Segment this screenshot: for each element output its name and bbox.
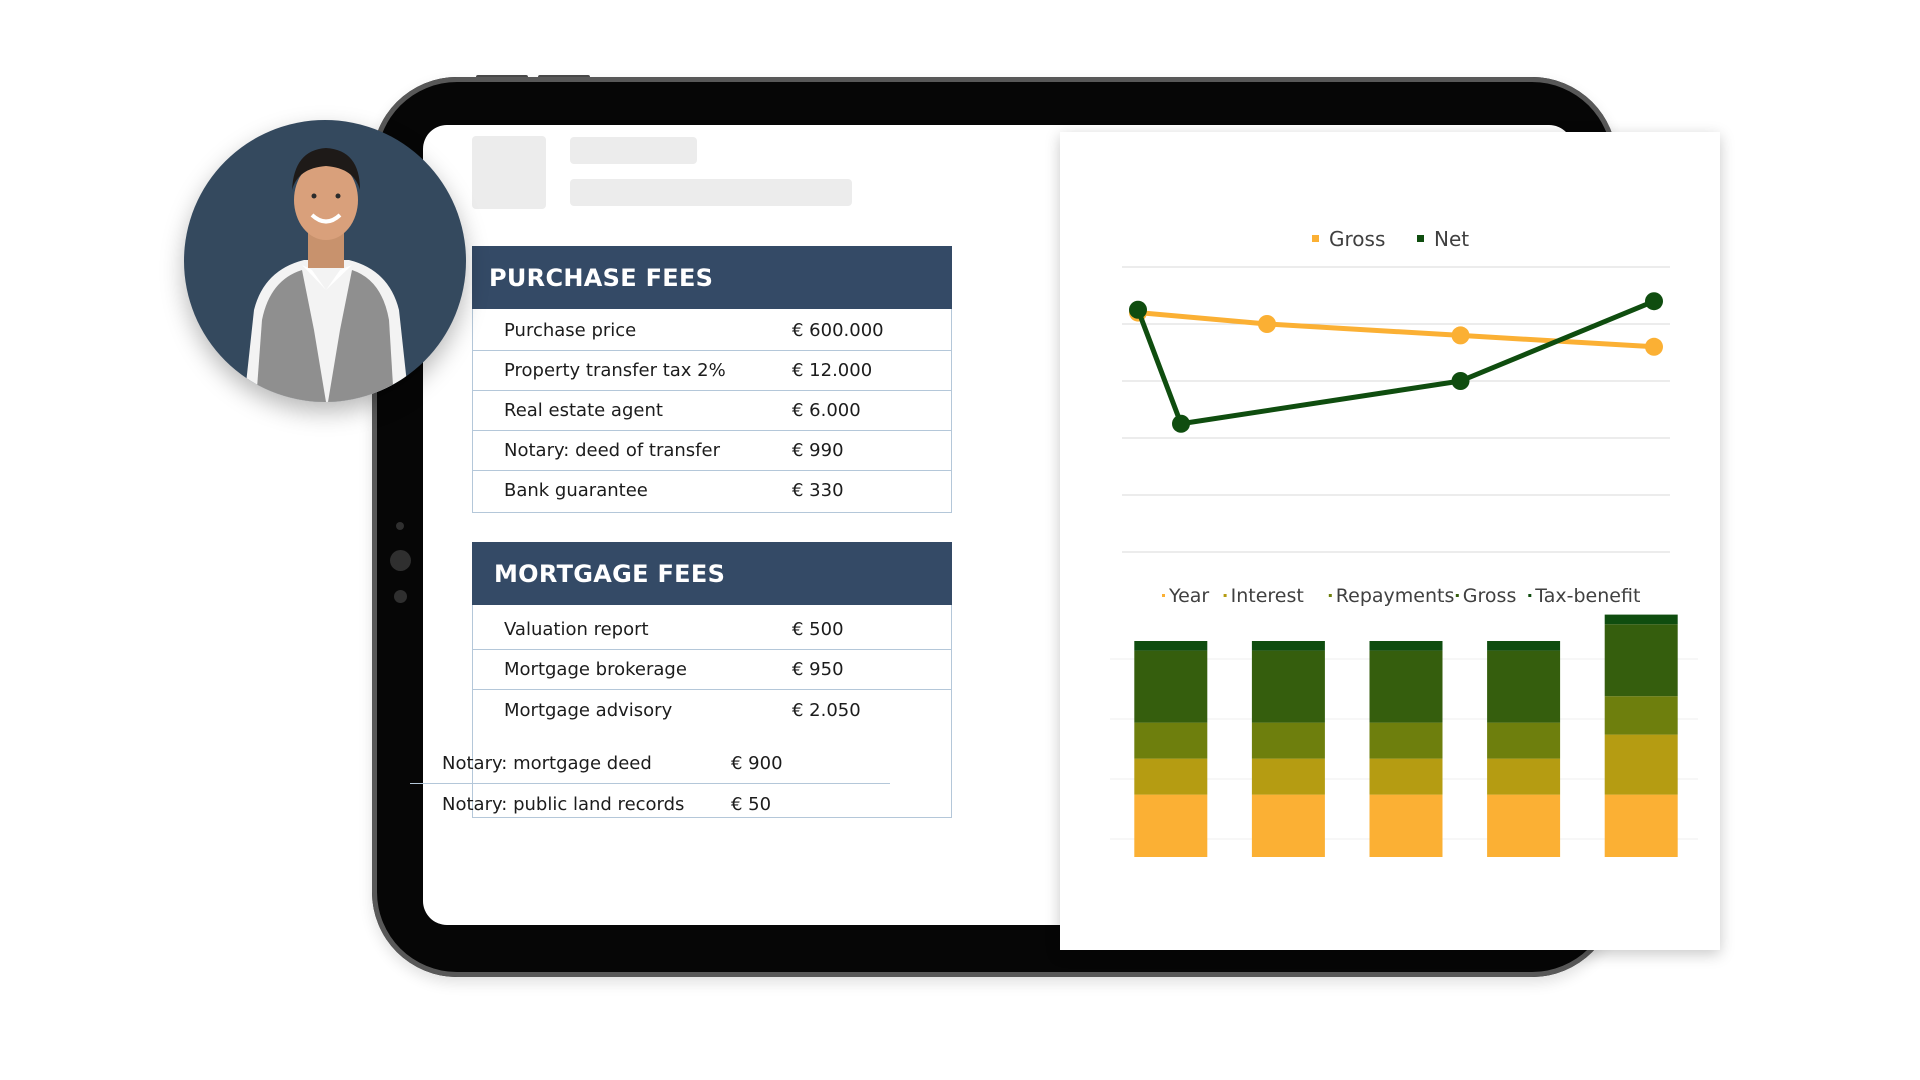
legend-swatch — [1528, 594, 1532, 597]
mortgage-fees-header: MORTGAGE FEES — [472, 542, 952, 605]
advisor-avatar — [184, 120, 466, 402]
legend-label: Tax-benefit — [1534, 585, 1640, 607]
series-line — [1137, 310, 1655, 350]
table-row: Notary: deed of transfer € 990 — [473, 431, 951, 471]
legend-label: Gross — [1463, 585, 1517, 607]
data-point — [1172, 414, 1190, 433]
fee-label: Bank guarantee — [504, 480, 648, 501]
fee-value: € 500 — [792, 619, 844, 640]
table-row-value: € 50 — [731, 794, 771, 815]
table-row: Mortgage brokerage € 950 — [473, 650, 951, 690]
legend-label: Interest — [1231, 585, 1304, 607]
legend-label: Net — [1434, 227, 1469, 251]
fee-label: Notary: mortgage deed — [442, 753, 652, 774]
bar-segment — [1604, 734, 1678, 795]
table-row: Bank guarantee € 330 — [473, 471, 951, 511]
legend-label: Gross — [1329, 227, 1385, 251]
bar-segment — [1604, 614, 1678, 625]
series-line — [1135, 298, 1655, 427]
bar-segment — [1604, 624, 1678, 697]
table-row: Purchase price € 600.000 — [473, 311, 951, 351]
tablet-sensor-dot — [394, 590, 407, 603]
bar-segment — [1369, 794, 1443, 857]
table-row: Notary: mortgage deed — [442, 753, 652, 774]
bar-segment — [1487, 722, 1561, 759]
legend-swatch — [1455, 594, 1459, 597]
fee-value: € 600.000 — [792, 320, 884, 341]
data-point — [1451, 372, 1470, 390]
bar-segment — [1369, 641, 1443, 651]
bar-segment — [1487, 650, 1561, 723]
fee-label: Notary: deed of transfer — [504, 440, 720, 461]
legend-swatch — [1162, 594, 1165, 597]
legend-swatch — [1312, 235, 1319, 242]
bar-segment — [1487, 794, 1561, 857]
fee-label: Purchase price — [504, 320, 637, 341]
fee-value: € 330 — [792, 480, 844, 501]
charts-svg: Gross Net Year Interest Repayments Gross Tax-b… — [1110, 227, 1698, 857]
fee-value: € 12.000 — [792, 360, 873, 381]
bar-segment — [1251, 722, 1325, 759]
table-row: Valuation report € 500 — [473, 610, 951, 650]
fee-value: € 990 — [792, 440, 844, 461]
bar-segment — [1369, 722, 1443, 759]
mortgage-fees-table: Valuation report € 500 Mortgage brokerag… — [472, 605, 952, 818]
legend-label: Year — [1168, 585, 1209, 607]
row-divider — [410, 783, 890, 784]
fee-value: € 900 — [731, 753, 783, 774]
fee-label: Mortgage advisory — [504, 700, 673, 721]
fee-value: € 950 — [792, 659, 844, 680]
fee-label: Valuation report — [504, 619, 649, 640]
purchase-fees-table: Purchase price € 600.000 Property transf… — [472, 309, 952, 513]
table-row: Notary: public land records — [442, 794, 684, 815]
bar-segment — [1369, 758, 1443, 795]
fee-value: € 6.000 — [792, 400, 861, 421]
bar-segment — [1604, 696, 1678, 735]
table-row: Mortgage advisory € 2.050 — [473, 691, 951, 731]
legend-swatch — [1223, 594, 1227, 597]
bar-segment — [1134, 794, 1208, 857]
bar-segment — [1134, 641, 1208, 651]
bar-segment — [1251, 794, 1325, 857]
bar-segment — [1134, 722, 1208, 759]
chart-panel: Gross Net Year Interest Repayments Gross Tax-b… — [1060, 132, 1720, 950]
legend-swatch — [1417, 235, 1424, 242]
table-row: Property transfer tax 2% € 12.000 — [473, 351, 951, 391]
data-point — [1645, 337, 1663, 356]
tablet-sensor-dot — [396, 522, 404, 530]
fee-label: Mortgage brokerage — [504, 659, 687, 680]
tablet-camera — [390, 550, 411, 571]
bar-segment — [1487, 641, 1561, 651]
subtitle-placeholder — [570, 179, 852, 206]
data-point — [1451, 326, 1470, 345]
fee-value: € 2.050 — [792, 700, 861, 721]
mortgage-fees-title: MORTGAGE FEES — [494, 559, 726, 588]
bar-segment — [1487, 758, 1561, 795]
bar-segment — [1134, 650, 1208, 723]
bar-segment — [1134, 758, 1208, 795]
bar-segment — [1251, 650, 1325, 723]
title-placeholder — [570, 137, 697, 164]
purchase-fees-title: PURCHASE FEES — [489, 263, 714, 292]
purchase-fees-header: PURCHASE FEES — [472, 246, 952, 309]
person-photo — [244, 148, 409, 402]
fee-label: Real estate agent — [504, 400, 663, 421]
bar-segment — [1251, 641, 1325, 651]
bar-segment — [1604, 794, 1678, 857]
data-point — [1129, 300, 1147, 319]
fee-label: Notary: public land records — [442, 794, 685, 815]
bar-segment — [1251, 758, 1325, 795]
logo-placeholder — [472, 136, 546, 209]
table-row-value: € 900 — [731, 753, 783, 774]
table-row: Real estate agent € 6.000 — [473, 391, 951, 431]
fee-label: Property transfer tax 2% — [504, 360, 726, 381]
fee-value: € 50 — [731, 794, 772, 815]
legend-label: Repayments — [1336, 585, 1455, 607]
legend-swatch — [1328, 594, 1332, 597]
data-point — [1645, 292, 1663, 311]
bar-segment — [1369, 650, 1443, 723]
data-point — [1258, 315, 1276, 333]
